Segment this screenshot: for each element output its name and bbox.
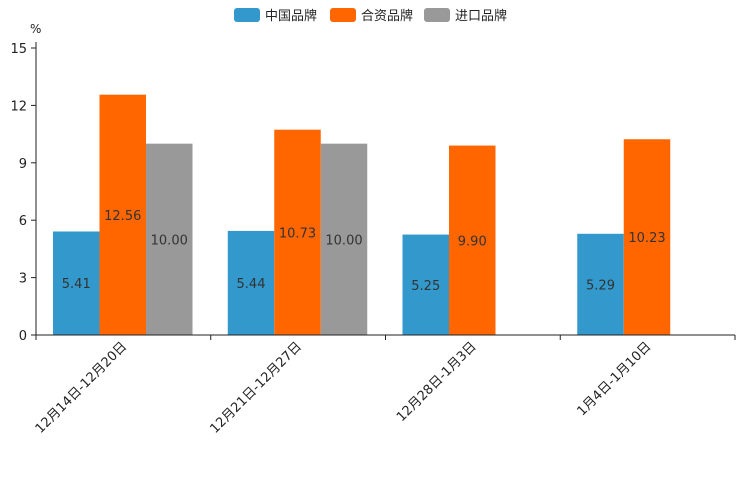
y-axis: 0 3 6 9 12 15 <box>10 42 37 344</box>
legend-swatch[interactable] <box>330 8 356 22</box>
legend-swatch[interactable] <box>234 8 260 22</box>
bar-data-label: 10.00 <box>151 233 188 248</box>
bar-data-label: 10.73 <box>279 226 316 241</box>
bar-data-label: 5.25 <box>411 279 440 294</box>
y-tick-label: 6 <box>19 214 27 229</box>
data-labels: 5.41 5.44 5.25 5.29 12.56 10.73 9.90 10.23 10.00… <box>62 209 666 294</box>
y-unit-label: % <box>30 22 41 36</box>
bar-data-label: 10.00 <box>325 233 362 248</box>
legend-item-label[interactable]: 合资品牌 <box>361 8 413 24</box>
bar <box>227 230 275 335</box>
bar <box>623 139 671 335</box>
legend-item-label[interactable]: 中国品牌 <box>265 8 317 24</box>
bar <box>53 231 100 335</box>
legend-item-label[interactable]: 进口品牌 <box>455 8 507 24</box>
bar <box>274 129 321 335</box>
bar <box>449 145 496 335</box>
x-axis: 12月14日-12月20日 12月21日-12月27日 12月28日-1月3日 1月4… <box>33 334 736 437</box>
x-category-label: 12月14日-12月20日 <box>33 339 130 436</box>
bar-data-label: 5.41 <box>62 277 91 292</box>
bar-data-label: 5.44 <box>237 277 266 292</box>
y-tick-label: 3 <box>19 272 27 287</box>
y-tick-label: 9 <box>19 157 27 172</box>
bar <box>99 94 146 335</box>
x-category-label: 12月28日-1月3日 <box>394 339 480 425</box>
legend-swatch[interactable] <box>424 8 450 22</box>
bar-data-label: 5.29 <box>586 278 615 293</box>
bars <box>53 94 671 335</box>
legend: 中国品牌 合资品牌 进口品牌 <box>234 8 507 24</box>
x-category-label: 1月4日-1月10日 <box>575 339 655 419</box>
y-tick-label: 12 <box>10 99 27 114</box>
bar <box>402 234 449 335</box>
y-tick-label: 15 <box>10 42 27 57</box>
y-tick-label: 0 <box>19 329 27 344</box>
bar <box>320 143 368 335</box>
bar-data-label: 12.56 <box>104 209 141 224</box>
bar <box>146 143 193 335</box>
bar <box>577 233 624 335</box>
x-category-label: 12月21日-12月27日 <box>207 339 304 436</box>
bar-data-label: 10.23 <box>628 231 665 246</box>
bar-data-label: 9.90 <box>458 234 487 249</box>
